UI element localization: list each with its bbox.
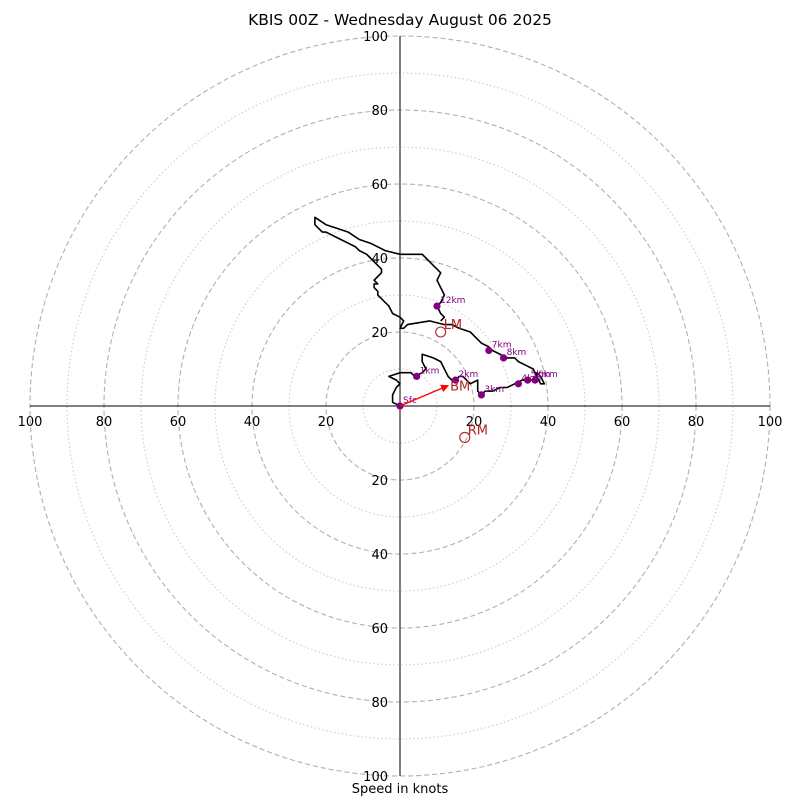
- tick-label-left-60: 60: [170, 415, 187, 430]
- height-marker-6km: [531, 376, 539, 384]
- height-marker-8km: [500, 354, 508, 362]
- height-label-sfc: Sfc: [403, 396, 417, 406]
- tick-label-left-40: 40: [244, 415, 261, 430]
- tick-label-top-20: 20: [371, 326, 388, 341]
- tick-label-top-100: 100: [363, 30, 388, 45]
- tick-label-right-40: 40: [540, 415, 557, 430]
- storm-motion-marker-rm: [459, 431, 471, 444]
- height-label-7km: 7km: [492, 341, 512, 351]
- height-marker-2km: [451, 376, 460, 384]
- height-marker-7km: [485, 346, 493, 355]
- height-label-1km: 1km: [420, 366, 440, 376]
- tick-label-top-60: 60: [371, 178, 388, 193]
- height-marker-3km: [477, 391, 485, 399]
- height-marker-5km: [524, 376, 532, 384]
- x-axis-label: Speed in knots: [351, 782, 449, 797]
- hodograph-trace: [314, 216, 546, 407]
- height-label-2km: 2km: [459, 370, 479, 380]
- height-marker-4km: [514, 380, 523, 388]
- mean-wind-arrow: [399, 384, 450, 407]
- tick-label-right-80: 80: [688, 415, 705, 430]
- wind-profile-line: [314, 216, 546, 407]
- tick-label-bottom-80: 80: [371, 696, 388, 711]
- storm-motion-markers: LM RM BM: [399, 318, 488, 444]
- height-label-12km: 12km: [440, 296, 465, 306]
- chart-title: KBIS 00Z - Wednesday August 06 2025: [248, 11, 552, 29]
- height-label-4km: 4km: [521, 374, 541, 384]
- tick-label-right-20: 20: [466, 415, 483, 430]
- tick-label-right-100: 100: [758, 415, 783, 430]
- height-label-3km: 3km: [484, 385, 504, 395]
- height-label-8km: 8km: [507, 348, 527, 358]
- tick-label-bottom-100: 100: [363, 770, 388, 785]
- tick-label-top-40: 40: [371, 252, 388, 267]
- tick-label-bottom-60: 60: [371, 622, 388, 637]
- height-label-6km: 6km: [538, 370, 558, 380]
- height-marker-1km: [413, 372, 421, 380]
- tick-label-left-80: 80: [96, 415, 113, 430]
- tick-label-top-80: 80: [371, 104, 388, 119]
- motion-label-bm: BM: [450, 380, 470, 395]
- storm-motion-marker-lm: [435, 326, 447, 338]
- height-label-5km: 5km: [531, 370, 551, 380]
- height-marker-12km: [433, 302, 441, 310]
- tick-label-bottom-20: 20: [371, 474, 388, 489]
- motion-label-rm: RM: [468, 423, 488, 438]
- tick-label-right-60: 60: [614, 415, 631, 430]
- motion-label-lm: LM: [444, 318, 462, 333]
- tick-label-left-100: 100: [18, 415, 43, 430]
- tick-label-left-20: 20: [318, 415, 335, 430]
- tick-label-bottom-40: 40: [371, 548, 388, 563]
